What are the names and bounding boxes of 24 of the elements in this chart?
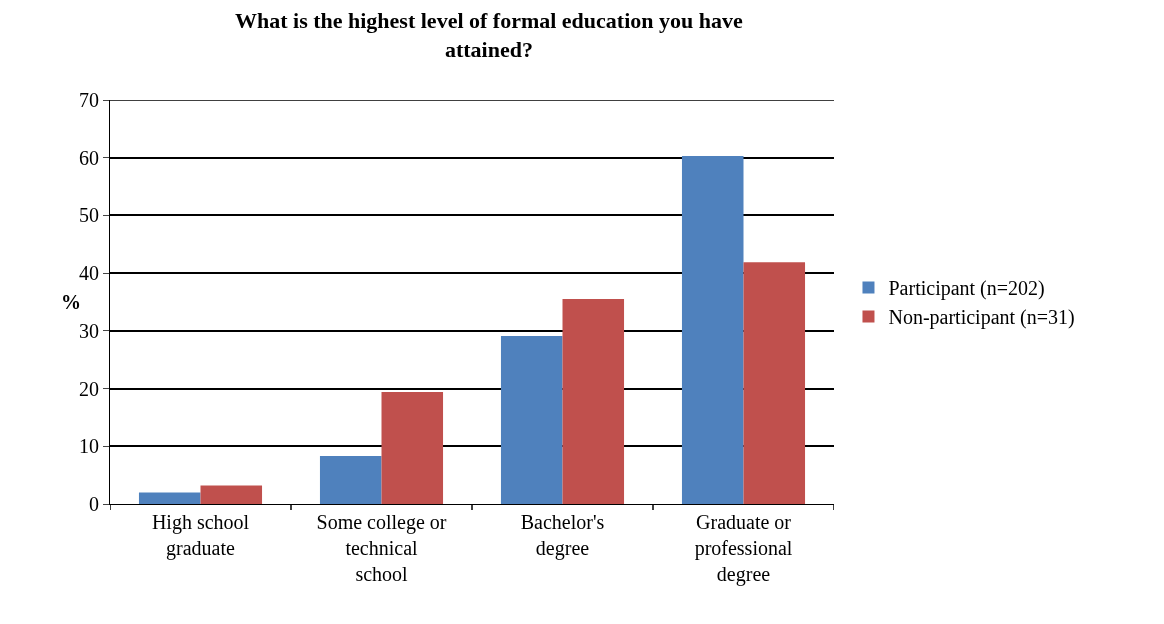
bar	[200, 485, 263, 504]
x-tick-label: Bachelor's degree	[520, 511, 605, 560]
bar	[319, 456, 382, 504]
bar	[381, 392, 444, 504]
legend-label: Non-participant (n=31)	[888, 306, 1075, 330]
y-tick-label: 40	[79, 262, 99, 285]
y-tick-label: 20	[79, 377, 99, 400]
y-tick-label: 70	[79, 89, 99, 111]
legend-label: Participant (n=202)	[888, 277, 1045, 301]
y-tick-label: 30	[79, 319, 99, 342]
y-tick-label: 0	[89, 493, 99, 515]
bar	[681, 155, 744, 504]
x-tick-label: High school graduate	[151, 511, 250, 560]
bar	[138, 492, 201, 504]
y-tick-label: 60	[79, 146, 99, 169]
bar	[743, 262, 806, 504]
chart-title: What is the highest level of formal education you have attained?	[234, 8, 744, 62]
x-tick-label: Graduate or professional degree	[694, 511, 793, 586]
bar	[562, 299, 625, 504]
y-tick-label: 50	[79, 204, 99, 227]
x-tick-label: Some college or technical school	[316, 511, 447, 585]
y-axis-title: %	[61, 291, 81, 313]
bar	[500, 336, 563, 504]
y-tick-label: 10	[79, 435, 99, 458]
